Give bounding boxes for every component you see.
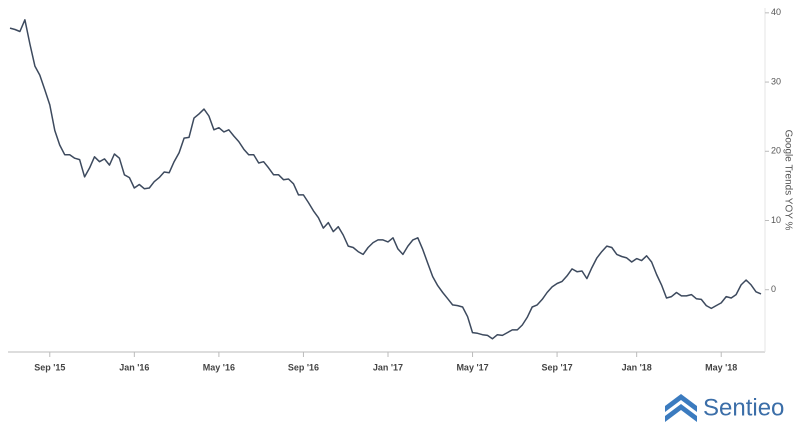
x-tick-label: Sep '16 <box>288 362 319 372</box>
y-tick-label: 30 <box>771 76 781 86</box>
y-tick-label: 20 <box>771 146 781 156</box>
x-tick-label: May '16 <box>203 362 235 372</box>
logo-icon <box>665 404 697 422</box>
x-tick-label: Jan '18 <box>622 362 652 372</box>
logo: Sentieo <box>665 394 784 422</box>
x-tick-label: May '18 <box>705 362 737 372</box>
x-tick-label: May '17 <box>456 362 488 372</box>
y-tick-label: 40 <box>771 7 781 17</box>
y-axis-label: Google Trends YOY % <box>782 130 793 231</box>
line <box>9 19 762 340</box>
y-tick-label: 0 <box>771 284 776 294</box>
x-tick-label: Jan '17 <box>373 362 403 372</box>
logo-text: Sentieo <box>703 394 784 421</box>
x-tick-label: Sep '17 <box>542 362 573 372</box>
x-tick-label: Sep '15 <box>34 362 65 372</box>
x-tick-label: Jan '16 <box>119 362 149 372</box>
logo-icon <box>665 394 697 412</box>
y-tick-label: 10 <box>771 215 781 225</box>
